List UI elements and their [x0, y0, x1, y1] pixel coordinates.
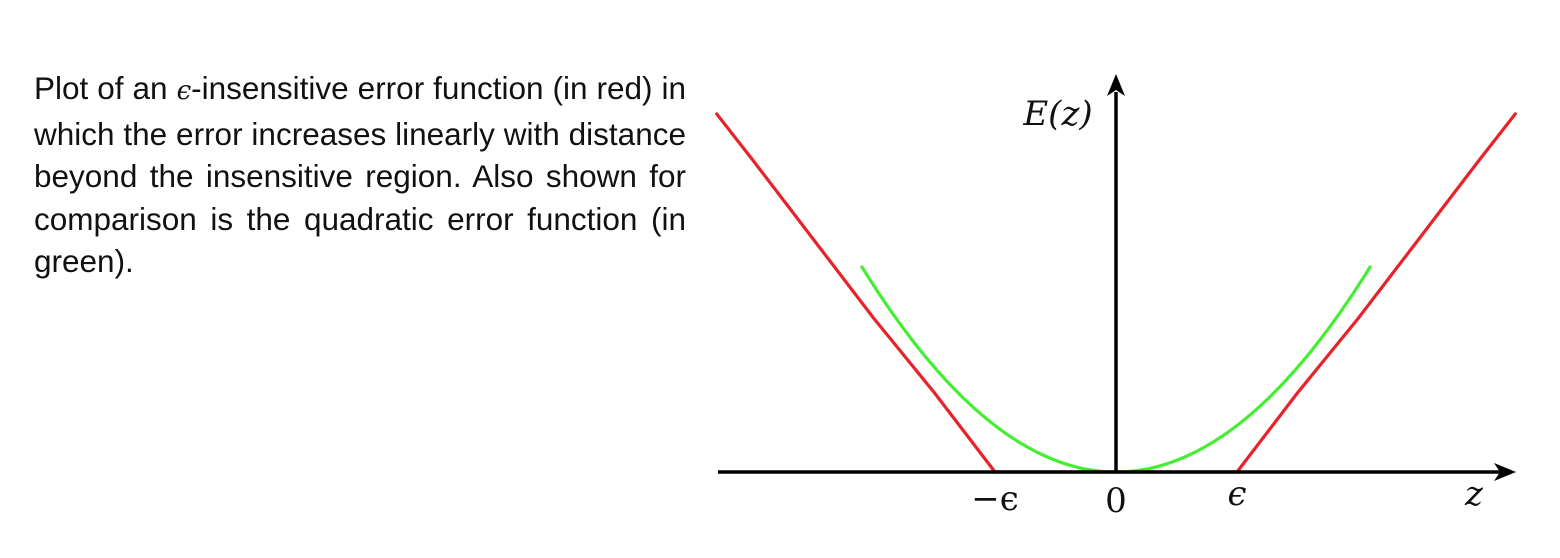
caption-text-start: Plot of an [34, 70, 177, 106]
x-tick-label-neg-epsilon: −ϵ [971, 479, 1019, 519]
figure-caption: Plot of an ϵ-insensitive error function … [34, 67, 686, 283]
tick-labels: −ϵ 0 ϵ [971, 474, 1246, 521]
x-tick-label-zero: 0 [1105, 481, 1127, 521]
epsilon-symbol: ϵ [176, 76, 192, 106]
x-axis-label: z [1464, 474, 1484, 514]
x-tick-label-epsilon: ϵ [1227, 474, 1246, 514]
x-axis-arrowhead [1494, 463, 1516, 481]
y-axis-label: E(z) [1022, 94, 1092, 134]
axes [718, 74, 1516, 481]
y-axis-arrowhead [1107, 74, 1125, 96]
caption-text-end: -insensitive error function (in red) in … [34, 70, 687, 279]
